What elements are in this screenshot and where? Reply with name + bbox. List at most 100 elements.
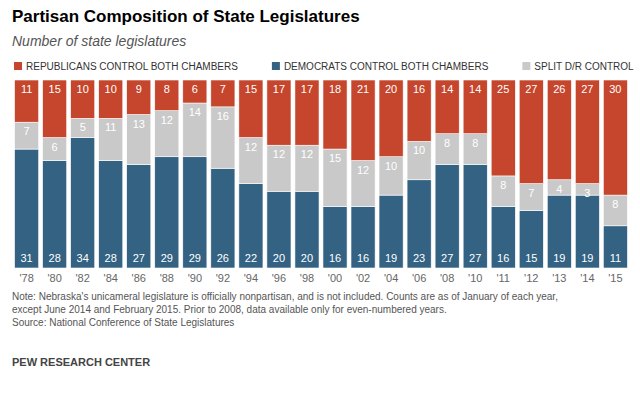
bar	[603, 195, 627, 226]
x-tick: '80	[47, 268, 61, 284]
data-label: 16	[357, 252, 369, 264]
data-label: 19	[553, 252, 565, 264]
title: Partisan Composition of State Legislatur…	[12, 7, 360, 26]
data-label: 16	[497, 252, 509, 264]
bar	[71, 138, 95, 268]
bar	[323, 80, 347, 149]
data-label: 12	[273, 148, 285, 160]
data-label: 10	[413, 144, 425, 156]
data-label: 19	[581, 252, 593, 264]
data-label: 16	[217, 110, 229, 122]
bar	[155, 111, 179, 157]
legend-item: REPUBLICANS CONTROL BOTH CHAMBERS	[14, 61, 238, 72]
data-label: 14	[189, 106, 201, 118]
x-tick-label: '88	[160, 272, 174, 284]
bar	[99, 80, 123, 118]
bar	[155, 157, 179, 268]
x-tick: '84	[104, 268, 118, 284]
legend-swatch	[522, 62, 530, 70]
x-tick: '90	[188, 268, 202, 284]
data-label: 12	[357, 164, 369, 176]
bar	[239, 184, 263, 268]
bar	[71, 80, 95, 118]
bar	[575, 195, 599, 268]
x-tick: '88	[160, 268, 174, 284]
data-label: 17	[273, 83, 285, 95]
data-label: 17	[301, 83, 313, 95]
x-tick: '00	[328, 268, 342, 284]
data-label: 11	[105, 121, 116, 133]
x-tick-label: '78	[19, 272, 33, 284]
x-axis: '78'80'82'84'86'88'90'92'94'96'98'00'02'…	[19, 268, 622, 284]
x-tick: '11	[496, 268, 510, 284]
bar	[127, 164, 151, 268]
data-label: 15	[49, 83, 61, 95]
data-label: 25	[497, 83, 509, 95]
bar	[183, 157, 207, 268]
bar	[15, 122, 39, 149]
x-tick: '94	[244, 268, 258, 284]
bar	[71, 118, 95, 137]
bar	[99, 118, 123, 160]
x-tick: '96	[272, 268, 286, 284]
data-label: 27	[581, 83, 593, 95]
data-label: 11	[21, 83, 32, 95]
x-tick-label: '00	[328, 272, 342, 284]
bar	[491, 207, 515, 268]
bar	[603, 80, 627, 195]
bar	[43, 80, 67, 138]
data-label: 15	[245, 83, 257, 95]
x-tick-label: '11	[496, 272, 510, 284]
bar	[127, 80, 151, 115]
x-tick: '06	[412, 268, 426, 284]
data-label: 29	[161, 252, 173, 264]
bar	[519, 80, 543, 184]
data-label: 16	[329, 252, 341, 264]
data-label: 19	[385, 252, 397, 264]
data-label: 31	[20, 252, 32, 264]
data-label: 26	[217, 252, 229, 264]
data-label: 20	[273, 252, 285, 264]
bar	[127, 115, 151, 165]
bar	[379, 80, 403, 157]
x-tick: '04	[384, 268, 398, 284]
legend-swatch	[272, 62, 280, 70]
data-label: 34	[77, 252, 89, 264]
bar	[211, 168, 235, 268]
bar	[379, 195, 403, 268]
data-label: 12	[301, 148, 313, 160]
bar	[43, 138, 67, 161]
data-label: 7	[528, 187, 534, 199]
chart: Partisan Composition of State Legislatur…	[0, 0, 640, 399]
data-label: 29	[189, 252, 201, 264]
note: Note: Nebraska's unicameral legislature …	[12, 291, 558, 302]
data-label: 3	[584, 187, 590, 199]
data-label: 7	[220, 83, 226, 95]
bar	[407, 141, 431, 179]
bar	[435, 134, 459, 165]
x-tick: '82	[76, 268, 90, 284]
bar	[295, 145, 319, 191]
data-label: 14	[441, 83, 453, 95]
x-tick: '92	[216, 268, 230, 284]
legend-swatch	[14, 62, 22, 70]
x-tick: '10	[468, 268, 482, 284]
bars	[15, 80, 628, 268]
legend-item: SPLIT D/R CONTROL	[522, 61, 634, 72]
bar	[99, 161, 123, 268]
x-tick: '12	[524, 268, 538, 284]
bar	[267, 145, 291, 191]
subtitle: Number of state legislatures	[12, 33, 186, 49]
data-label: 20	[385, 83, 397, 95]
data-label: 8	[500, 179, 506, 191]
data-label: 27	[469, 252, 481, 264]
x-tick-label: '90	[188, 272, 202, 284]
data-label: 21	[357, 83, 369, 95]
bar	[323, 149, 347, 207]
x-tick-label: '84	[104, 272, 118, 284]
data-label: 13	[133, 118, 145, 130]
x-tick-label: '06	[412, 272, 426, 284]
data-label: 18	[329, 83, 341, 95]
data-label: 27	[133, 252, 145, 264]
bar	[351, 207, 375, 268]
